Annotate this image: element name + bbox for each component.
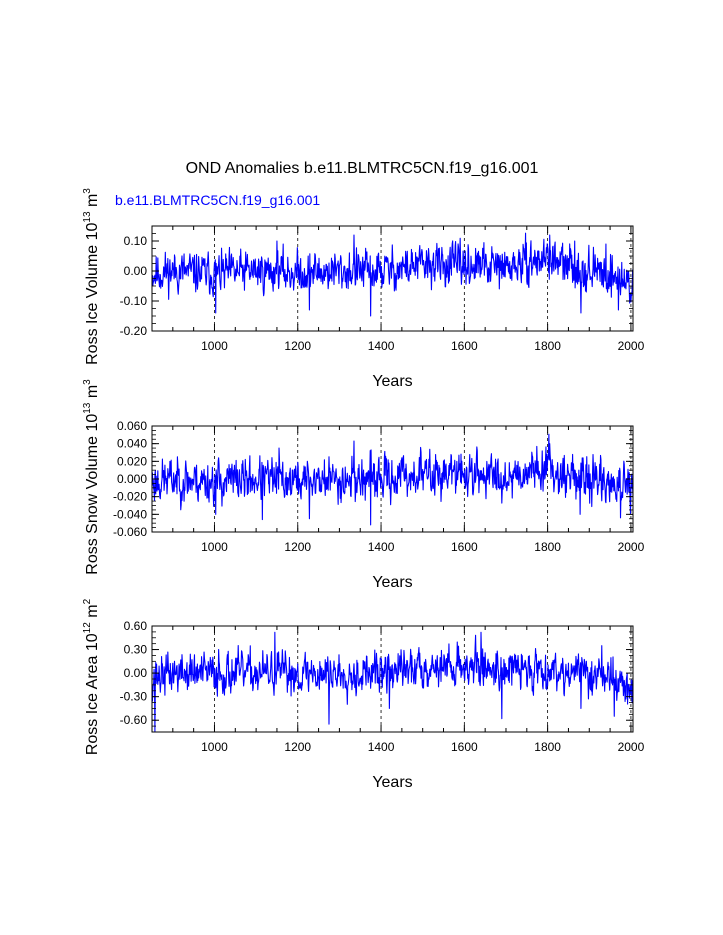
y-tick-label: 0.30 [124, 643, 148, 657]
x-tick-label: 2000 [618, 540, 645, 554]
y-tick-label: -0.020 [113, 490, 147, 504]
x-tick-label: 1400 [368, 540, 395, 554]
figure-title: OND Anomalies b.e11.BLMTRC5CN.f19_g16.00… [186, 160, 539, 177]
y-axis-label-part: 13 [82, 402, 93, 414]
x-tick-label: 1800 [534, 339, 561, 353]
y-tick-label: -0.60 [120, 713, 148, 727]
x-tick-label: 1000 [201, 540, 228, 554]
y-tick-label: -0.040 [113, 507, 147, 521]
y-axis-label-part: 10 [84, 633, 101, 651]
series-line-ross-ice-volume [152, 232, 633, 317]
x-tick-label: 1200 [284, 740, 311, 754]
y-axis-label: Ross Snow Volume 1013 m3 [82, 379, 101, 575]
x-tick-label: 1600 [451, 339, 478, 353]
x-tick-label: 1600 [451, 540, 478, 554]
y-axis-label-part: Ross Ice Area [84, 651, 101, 755]
y-axis-label-part: 13 [82, 211, 93, 223]
series-line-ross-snow-volume [152, 433, 633, 526]
x-tick-label: 1400 [368, 740, 395, 754]
y-axis-label-part: 3 [82, 379, 93, 385]
x-tick-label: 1800 [534, 740, 561, 754]
y-axis-label-part: m [84, 385, 101, 403]
y-tick-label: -0.10 [120, 294, 148, 308]
y-tick-label: 0.020 [117, 454, 147, 468]
legend-label: b.e11.BLMTRC5CN.f19_g16.001 [115, 192, 320, 208]
y-tick-label: -0.20 [120, 324, 148, 338]
x-tick-label: 1000 [201, 339, 228, 353]
y-axis-label-part: Ross Ice Volume [84, 240, 101, 365]
panel-ross-ice-area: 1000 1200 1400 1600 1800 2000 0.60 0.30 0.00 -0.3… [82, 598, 645, 791]
y-axis-label-part: m [84, 194, 101, 212]
x-tick-label: 1200 [284, 540, 311, 554]
x-tick-label: 1400 [368, 339, 395, 353]
panel-ross-snow-volume: 1000 1200 1400 1600 1800 2000 0.060 0.040 0.020 0… [82, 379, 645, 591]
x-axis-label: Years [372, 574, 412, 591]
y-tick-label: 0.060 [117, 419, 147, 433]
y-axis-label-part: Ross Snow Volume [84, 432, 101, 575]
y-axis-label-part: 3 [82, 188, 93, 194]
y-axis-label: Ross Ice Area 1012 m2 [82, 598, 101, 755]
x-tick-label: 1000 [201, 740, 228, 754]
panel-ross-ice-volume: 1000 1200 1400 1600 1800 2000 0.10 0.00 -0.10 -0.… [82, 188, 645, 390]
x-axis-label: Years [372, 373, 412, 390]
x-axis-label: Years [372, 774, 412, 791]
y-axis-label-part: 2 [82, 598, 93, 604]
y-tick-label: -0.30 [120, 690, 148, 704]
x-tick-label: 1200 [284, 339, 311, 353]
y-tick-label: 0.000 [117, 472, 147, 486]
y-axis-label-part: 10 [84, 414, 101, 432]
y-axis-label-part: 10 [84, 222, 101, 240]
series-line-ross-ice-area [152, 631, 633, 732]
x-tick-label: 2000 [618, 740, 645, 754]
y-tick-label: 0.040 [117, 437, 147, 451]
x-tick-label: 2000 [618, 339, 645, 353]
y-axis-label-part: m [84, 604, 101, 622]
y-axis-label: Ross Ice Volume 1013 m3 [82, 188, 101, 365]
y-tick-label: 0.10 [124, 234, 148, 248]
x-tick-label: 1800 [534, 540, 561, 554]
y-tick-label: 0.00 [124, 666, 148, 680]
x-tick-label: 1600 [451, 740, 478, 754]
y-tick-label: -0.060 [113, 525, 147, 539]
y-tick-label: 0.60 [124, 619, 148, 633]
y-axis-label-part: 12 [82, 622, 93, 634]
y-tick-label: 0.00 [124, 264, 148, 278]
